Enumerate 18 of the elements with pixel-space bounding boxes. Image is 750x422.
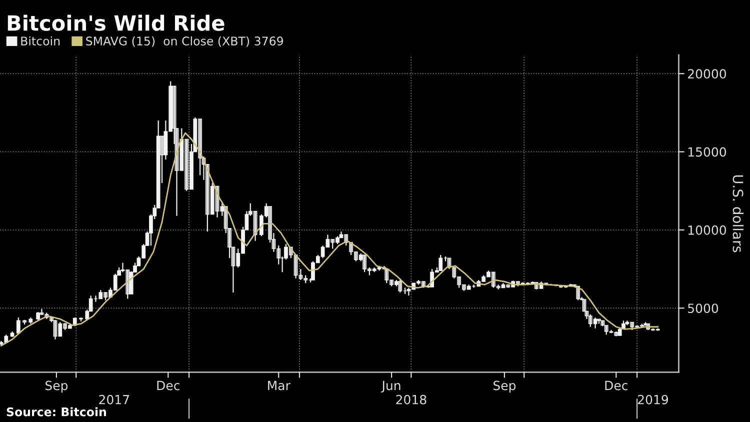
y-axis-title: U.S. dollars [732, 175, 744, 252]
legend-label: Bitcoin [21, 36, 60, 46]
x-tick-label: Jun [381, 380, 400, 393]
x-tick-label: Dec [157, 380, 180, 390]
x2-tick-label: 2018 [396, 394, 426, 404]
y-tick-label: 5000 [688, 304, 718, 314]
y-tick-label: 10000 [688, 225, 726, 235]
x-tick-label: Sep [46, 380, 68, 393]
x2-tick-label: 2017 [99, 394, 129, 404]
x-tick-label: Dec [605, 380, 628, 390]
chart-title: Bitcoin's Wild Ride [8, 14, 224, 31]
y-tick-label: 15000 [688, 147, 726, 157]
x-tick-label: Mar [268, 380, 290, 390]
source-note: Source: Bitcoin [6, 407, 106, 416]
legend-label: SMAVG (15) on Close (XBT) 3769 [86, 36, 284, 47]
x-tick-label: Sep [494, 380, 516, 393]
x2-tick-label: 2019 [638, 394, 668, 404]
y-tick-label: 20000 [688, 69, 726, 79]
